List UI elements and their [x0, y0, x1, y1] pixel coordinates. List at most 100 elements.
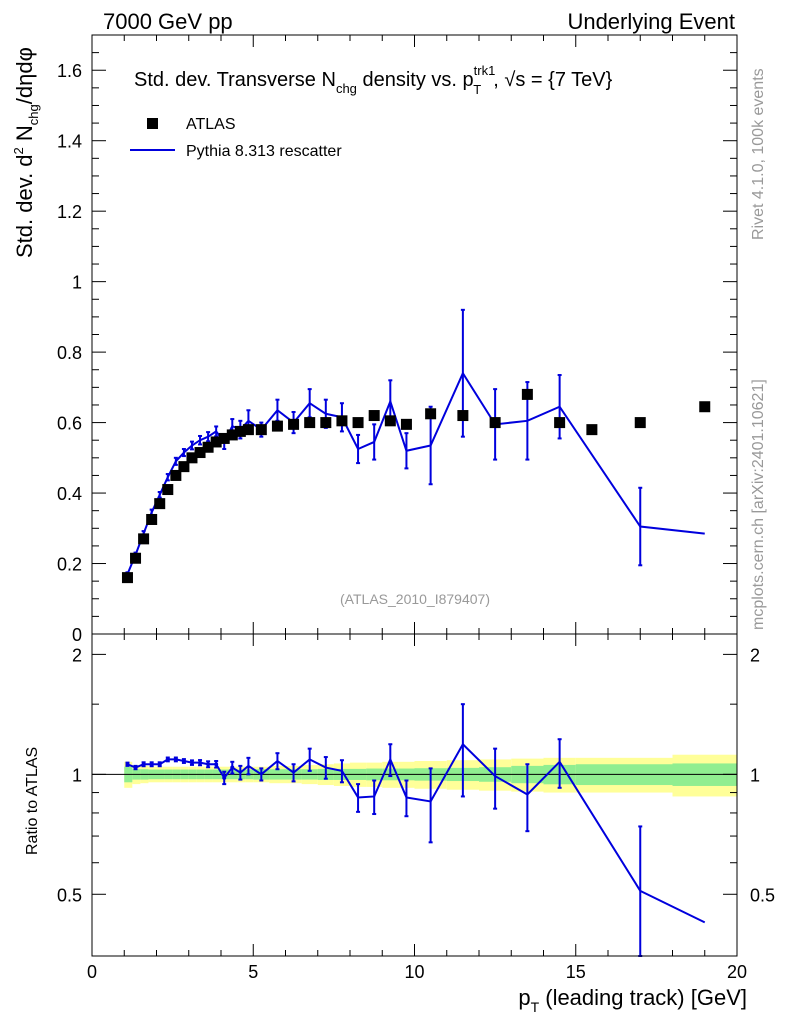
data-point [320, 417, 332, 429]
data-point [255, 424, 267, 436]
analysis-id: (ATLAS_2010_I879407) [340, 591, 490, 607]
title-b-sup: trk1 [474, 63, 496, 78]
data-point [634, 417, 646, 429]
ylabel-sup: 2 [11, 147, 26, 154]
data-point [162, 484, 174, 496]
y-tick-label: 1.2 [57, 202, 82, 222]
x-tick-label: 0 [87, 962, 97, 982]
data-point [304, 417, 316, 429]
ratio-ylabel: Ratio to ATLAS [24, 747, 41, 855]
ylabel-c: /dηdφ [12, 47, 37, 104]
data-point [384, 415, 396, 427]
data-point [288, 418, 300, 430]
data-point [234, 425, 246, 437]
data-point [210, 436, 222, 448]
data-point [178, 461, 190, 473]
xlabel-b: (leading track) [GeV] [539, 985, 747, 1010]
title-b: density vs. p [357, 69, 474, 91]
mc-ratio-point [230, 765, 235, 770]
x-tick-label: 15 [566, 962, 586, 982]
ratio-y-tick-label-left: 1 [72, 765, 82, 785]
mc-ratio-point [222, 775, 227, 780]
mc-ratio-point [173, 757, 178, 762]
x-tick-label: 20 [727, 962, 747, 982]
data-point [699, 401, 711, 413]
data-point [352, 417, 364, 429]
data-point [521, 388, 533, 400]
header-right: Underlying Event [567, 9, 735, 34]
y-tick-label: 0.2 [57, 555, 82, 575]
mc-ratio-point [133, 765, 138, 770]
data-point [194, 447, 206, 459]
x-tick-label: 5 [248, 962, 258, 982]
mc-ratio-point [198, 760, 203, 765]
xlabel: pT (leading track) [GeV] [518, 985, 747, 1015]
data-point [457, 410, 469, 422]
legend-marker-atlas [147, 118, 158, 129]
data-point [586, 424, 598, 436]
ylabel-sub: chg [26, 104, 41, 125]
xlabel-a: p [518, 985, 530, 1010]
data-point [368, 410, 380, 422]
ratio-y-tick-label-right: 2 [750, 645, 760, 665]
xlabel-sub: T [531, 999, 540, 1015]
data-point [400, 418, 412, 430]
data-point [186, 452, 198, 464]
mc-ratio-point [165, 757, 170, 762]
mc-line [126, 371, 705, 575]
data-point [242, 424, 254, 436]
y-tick-label: 1.6 [57, 61, 82, 81]
y-tick-label: 0.4 [57, 484, 82, 504]
data-point [425, 408, 437, 420]
title-a: Std. dev. Transverse N [134, 69, 336, 91]
legend-label-atlas: ATLAS [186, 116, 236, 133]
data-point [138, 533, 150, 545]
mc-ratio-series [125, 703, 706, 957]
mc-ratio-point [141, 762, 146, 767]
data-point [202, 441, 214, 453]
data-point [226, 429, 238, 441]
y-tick-label: 1.4 [57, 132, 82, 152]
y-tick-label: 0 [72, 625, 82, 645]
mc-ratio-point [206, 762, 211, 767]
main-ylabel: Std. dev. d2 Nchg/dηdφ [11, 47, 41, 258]
ratio-y-tick-label-left: 2 [72, 645, 82, 665]
data-point [170, 469, 182, 481]
data-point [146, 513, 158, 525]
mc-ratio-point [157, 762, 162, 767]
mc-ratio-point [181, 759, 186, 764]
ratio-y-tick-label-right: 1 [750, 765, 760, 785]
y-tick-label: 0.8 [57, 343, 82, 363]
ratio-y-tick-label-right: 0.5 [750, 885, 775, 905]
mc-ratio-point [214, 762, 219, 767]
data-point [218, 432, 230, 444]
x-tick-label: 10 [404, 962, 424, 982]
ratio-frame [91, 633, 738, 957]
data-point [336, 415, 348, 427]
data-point [154, 498, 166, 510]
ylabel-b: N [12, 125, 37, 147]
mc-ratio-point [149, 762, 154, 767]
mc-ratio-point [125, 762, 130, 767]
rivet-label: Rivet 4.1.0, 100k events [750, 68, 767, 240]
data-main-series [121, 388, 711, 584]
mcplots-label: mcplots.cern.ch [arXiv:2401.10621] [750, 379, 767, 630]
ratio-y-tick-label-left: 0.5 [57, 885, 82, 905]
y-tick-label: 0.6 [57, 414, 82, 434]
y-tick-label: 1 [72, 273, 82, 293]
data-point [121, 572, 133, 584]
title-b-sub: T [473, 82, 481, 97]
title-a-sub: chg [336, 81, 357, 96]
mc-ratio-point [189, 760, 194, 765]
header-left: 7000 GeV pp [103, 9, 233, 34]
ylabel-a: Std. dev. d [12, 154, 37, 258]
data-point [554, 417, 566, 429]
ratio-bands [92, 754, 737, 797]
data-point [130, 552, 142, 564]
data-point [489, 417, 501, 429]
chart-title: Std. dev. Transverse Nchg density vs. pt… [134, 63, 613, 97]
title-c: , √s = {7 TeV} [493, 69, 612, 91]
data-point [271, 420, 283, 432]
axis-ticks: 0 5 10 15 20 0 0.2 0.4 0.6 0.8 1 1.2 1.4 1.6 0.5 0.5 1 1 2… [57, 35, 775, 982]
